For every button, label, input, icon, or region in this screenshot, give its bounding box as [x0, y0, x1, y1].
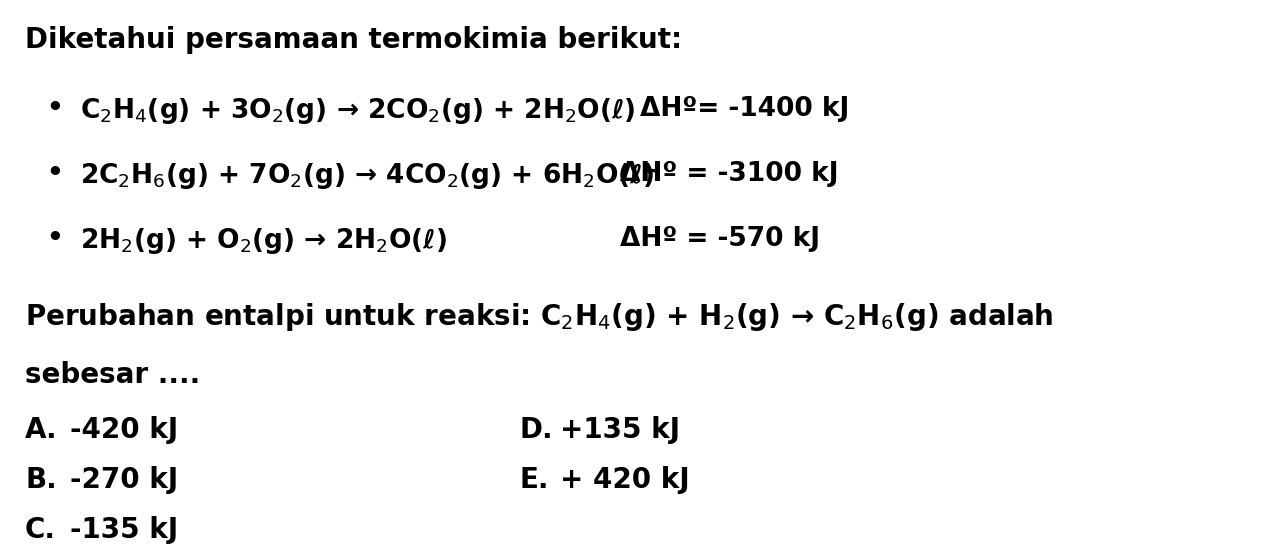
Text: •: • — [46, 96, 63, 122]
Text: •: • — [46, 226, 63, 252]
Text: -420 kJ: -420 kJ — [71, 416, 178, 444]
Text: D.: D. — [520, 416, 553, 444]
Text: C$_2$H$_4$(g) + 3O$_2$(g) → 2CO$_2$(g) + 2H$_2$O(ℓ): C$_2$H$_4$(g) + 3O$_2$(g) → 2CO$_2$(g) +… — [80, 96, 636, 126]
Text: -135 kJ: -135 kJ — [71, 516, 178, 544]
Text: 2H$_2$(g) + O$_2$(g) → 2H$_2$O(ℓ): 2H$_2$(g) + O$_2$(g) → 2H$_2$O(ℓ) — [80, 226, 447, 256]
Text: C.: C. — [24, 516, 56, 544]
Text: -270 kJ: -270 kJ — [71, 466, 178, 494]
Text: + 420 kJ: + 420 kJ — [560, 466, 690, 494]
Text: +135 kJ: +135 kJ — [560, 416, 681, 444]
Text: ΔHº = -3100 kJ: ΔHº = -3100 kJ — [620, 161, 838, 187]
Text: ΔHº = -570 kJ: ΔHº = -570 kJ — [620, 226, 820, 252]
Text: •: • — [46, 161, 63, 187]
Text: Perubahan entalpi untuk reaksi: C$_2$H$_4$(g) + H$_2$(g) → C$_2$H$_6$(g) adalah: Perubahan entalpi untuk reaksi: C$_2$H$_… — [24, 301, 1054, 333]
Text: E.: E. — [520, 466, 550, 494]
Text: 2C$_2$H$_6$(g) + 7O$_2$(g) → 4CO$_2$(g) + 6H$_2$O(ℓ): 2C$_2$H$_6$(g) + 7O$_2$(g) → 4CO$_2$(g) … — [80, 161, 654, 191]
Text: sebesar ....: sebesar .... — [24, 361, 200, 389]
Text: B.: B. — [24, 466, 56, 494]
Text: ΔHº= -1400 kJ: ΔHº= -1400 kJ — [639, 96, 849, 122]
Text: A.: A. — [24, 416, 58, 444]
Text: Diketahui persamaan termokimia berikut:: Diketahui persamaan termokimia berikut: — [24, 26, 682, 54]
